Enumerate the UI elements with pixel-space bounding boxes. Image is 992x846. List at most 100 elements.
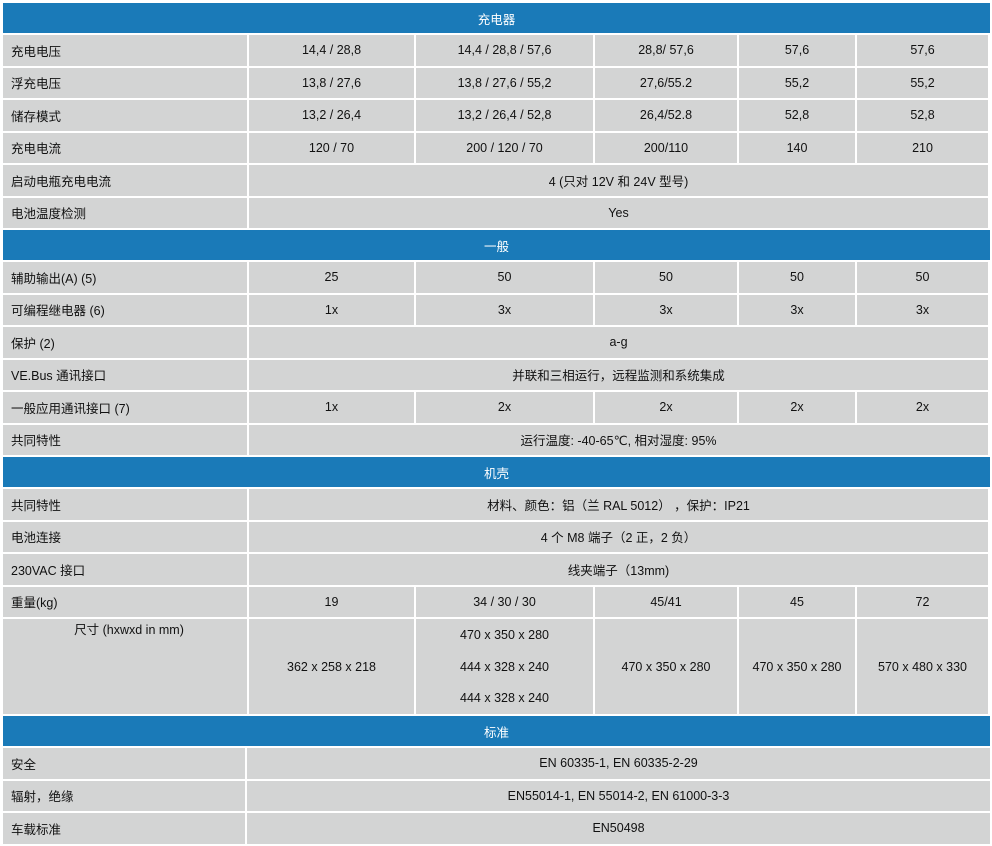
row-label: 可编程继电器 (6) <box>3 294 247 325</box>
section-header: 一般 <box>3 230 990 260</box>
table-row: 辐射，绝缘 EN55014-1, EN 55014-2, EN 61000-3-3 <box>3 780 990 811</box>
row-value: 3x <box>739 294 855 325</box>
row-value: 57,6 <box>739 35 855 66</box>
value-line: 444 x 328 x 240 <box>460 691 549 706</box>
value-line: 444 x 328 x 240 <box>460 659 549 674</box>
row-label: VE.Bus 通讯接口 <box>3 359 247 390</box>
value-line: 470 x 350 x 280 <box>752 659 842 674</box>
row-label: 保护 (2) <box>3 327 247 358</box>
value-line: 362 x 258 x 218 <box>287 659 376 674</box>
row-value: 2x <box>595 392 737 423</box>
row-value: 470 x 350 x 280 <box>595 619 737 714</box>
row-value: 45 <box>739 586 855 617</box>
row-value: 并联和三相运行，远程监测和系统集成 <box>249 359 988 390</box>
table-row: 电池温度检测 Yes <box>3 197 990 228</box>
row-value: 55,2 <box>739 67 855 98</box>
row-value: 34 / 30 / 30 <box>416 586 593 617</box>
row-value: 14,4 / 28,8 / 57,6 <box>416 35 593 66</box>
table-row: 辅助输出(A) (5) 25 50 50 50 50 <box>3 262 990 293</box>
row-value: Yes <box>249 197 988 228</box>
table-row: 充电电流 120 / 70 200 / 120 / 70 200/110 140 210 <box>3 132 990 163</box>
row-value: 50 <box>595 262 737 293</box>
table-row: 安全 EN 60335-1, EN 60335-2-29 <box>3 748 990 779</box>
section-header: 充电器 <box>3 3 990 33</box>
row-value: 27,6/55.2 <box>595 67 737 98</box>
row-value: 13,8 / 27,6 / 55,2 <box>416 67 593 98</box>
row-value: 2x <box>416 392 593 423</box>
row-value: 57,6 <box>857 35 988 66</box>
row-value: 3x <box>416 294 593 325</box>
spec-table: 充电器 充电电压 14,4 / 28,8 14,4 / 28,8 / 57,6 28,8… <box>3 3 990 846</box>
row-label: 启动电瓶充电电流 <box>3 165 247 196</box>
section-header: 标准 <box>3 716 990 746</box>
row-label: 车载标准 <box>3 813 245 844</box>
row-value: 140 <box>739 132 855 163</box>
table-row: VE.Bus 通讯接口 并联和三相运行，远程监测和系统集成 <box>3 359 990 390</box>
table-row: 共同特性 材料、颜色：铝（兰 RAL 5012） ，保护：IP21 <box>3 489 990 520</box>
row-value: 210 <box>857 132 988 163</box>
table-row: 充电电压 14,4 / 28,8 14,4 / 28,8 / 57,6 28,8/ 5… <box>3 35 990 66</box>
row-value: 55,2 <box>857 67 988 98</box>
row-value: 470 x 350 x 280 <box>739 619 855 714</box>
row-label: 充电电流 <box>3 132 247 163</box>
row-value: 4 (只对 12V 和 24V 型号) <box>249 165 988 196</box>
row-label: 尺寸 (hxwxd in mm) <box>3 619 247 714</box>
row-value: 45/41 <box>595 586 737 617</box>
table-row: 尺寸 (hxwxd in mm) 362 x 258 x 218 470 x 350… <box>3 619 990 714</box>
table-row: 一般应用通讯接口 (7) 1x 2x 2x 2x 2x <box>3 392 990 423</box>
table-row: 重量(kg) 19 34 / 30 / 30 45/41 45 72 <box>3 586 990 617</box>
row-label: 安全 <box>3 748 245 779</box>
row-value: a-g <box>249 327 988 358</box>
table-row: 保护 (2) a-g <box>3 327 990 358</box>
row-value: 2x <box>857 392 988 423</box>
row-value: 13,2 / 26,4 / 52,8 <box>416 100 593 131</box>
row-value: 570 x 480 x 330 <box>857 619 988 714</box>
section-header: 机壳 <box>3 457 990 487</box>
row-label: 充电电压 <box>3 35 247 66</box>
row-value: 4 个 M8 端子（2 正，2 负） <box>249 521 988 552</box>
row-value: EN 60335-1, EN 60335-2-29 <box>247 748 990 779</box>
row-label: 一般应用通讯接口 (7) <box>3 392 247 423</box>
row-value: 14,4 / 28,8 <box>249 35 414 66</box>
table-row: 启动电瓶充电电流 4 (只对 12V 和 24V 型号) <box>3 165 990 196</box>
value-line: 570 x 480 x 330 <box>878 659 967 674</box>
row-value: 28,8/ 57,6 <box>595 35 737 66</box>
row-value: 200/110 <box>595 132 737 163</box>
row-value: 25 <box>249 262 414 293</box>
row-value: 52,8 <box>857 100 988 131</box>
row-label: 230VAC 接口 <box>3 554 247 585</box>
table-row: 储存模式 13,2 / 26,4 13,2 / 26,4 / 52,8 26,4/52… <box>3 100 990 131</box>
row-value: 材料、颜色：铝（兰 RAL 5012） ，保护：IP21 <box>249 489 988 520</box>
row-value: 50 <box>416 262 593 293</box>
value-line: 470 x 350 x 280 <box>460 627 549 642</box>
row-value: 362 x 258 x 218 <box>249 619 414 714</box>
row-value: 线夹端子（13mm) <box>249 554 988 585</box>
row-value: 1x <box>249 294 414 325</box>
row-value: EN50498 <box>247 813 990 844</box>
table-row: 电池连接 4 个 M8 端子（2 正，2 负） <box>3 521 990 552</box>
row-label: 共同特性 <box>3 424 247 455</box>
row-label: 储存模式 <box>3 100 247 131</box>
row-value: 13,2 / 26,4 <box>249 100 414 131</box>
row-value: 3x <box>857 294 988 325</box>
table-row: 230VAC 接口 线夹端子（13mm) <box>3 554 990 585</box>
row-label: 电池连接 <box>3 521 247 552</box>
row-value: 1x <box>249 392 414 423</box>
row-value: 50 <box>857 262 988 293</box>
row-value: 72 <box>857 586 988 617</box>
table-row: 浮充电压 13,8 / 27,6 13,8 / 27,6 / 55,2 27,6/55… <box>3 67 990 98</box>
table-row: 可编程继电器 (6) 1x 3x 3x 3x 3x <box>3 294 990 325</box>
row-value: 470 x 350 x 280 444 x 328 x 240 444 x 328 … <box>416 619 593 714</box>
row-label: 辐射，绝缘 <box>3 780 245 811</box>
row-label: 浮充电压 <box>3 67 247 98</box>
row-value: 2x <box>739 392 855 423</box>
row-value: 50 <box>739 262 855 293</box>
table-row: 车载标准 EN50498 <box>3 813 990 844</box>
row-value: 19 <box>249 586 414 617</box>
row-value: 3x <box>595 294 737 325</box>
row-label: 重量(kg) <box>3 586 247 617</box>
row-value: 13,8 / 27,6 <box>249 67 414 98</box>
row-value: 26,4/52.8 <box>595 100 737 131</box>
row-value: 200 / 120 / 70 <box>416 132 593 163</box>
row-label: 共同特性 <box>3 489 247 520</box>
